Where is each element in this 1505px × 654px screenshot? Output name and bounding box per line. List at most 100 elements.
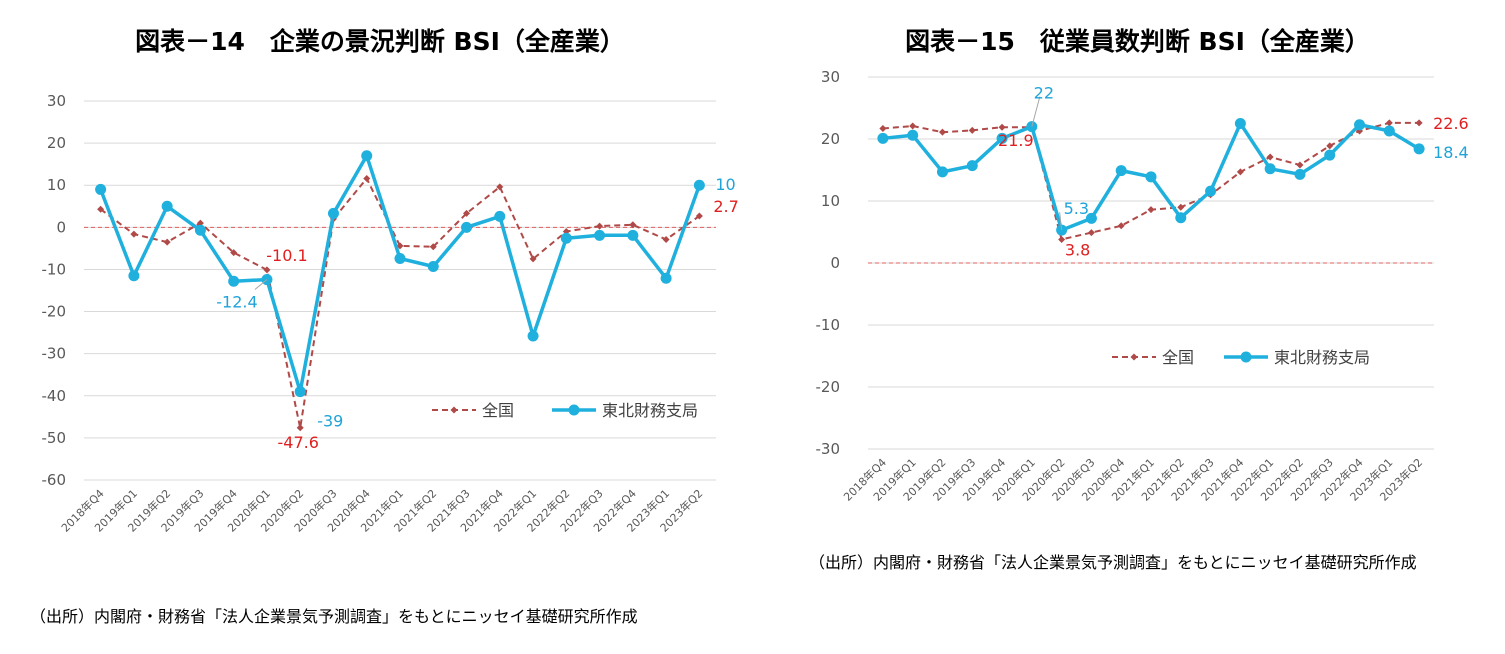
label-leader: [254, 279, 268, 290]
data-label: -39: [317, 412, 343, 431]
y-tick-label: -40: [42, 387, 67, 405]
data-point: [1413, 143, 1425, 155]
legend-label: 全国: [1162, 348, 1194, 367]
data-point: [627, 229, 639, 241]
data-point: [596, 222, 604, 230]
data-point: [194, 224, 206, 236]
y-tick-label: 30: [821, 68, 840, 86]
y-tick-label: -30: [42, 345, 67, 363]
data-point: [968, 126, 976, 134]
data-label: -12.4: [216, 293, 257, 312]
data-point: [1326, 142, 1334, 150]
data-point: [463, 209, 471, 217]
chart-title: 図表－14 企業の景況判断 BSI（全産業）: [135, 27, 625, 56]
data-point: [998, 123, 1006, 131]
data-point: [1415, 119, 1423, 127]
data-point: [95, 183, 107, 195]
chart-title: 図表－15 従業員数判断 BSI（全産業）: [905, 27, 1370, 56]
data-point: [695, 212, 703, 220]
data-point: [1236, 168, 1244, 176]
label-leader: [1059, 212, 1063, 231]
data-point: [161, 200, 173, 212]
data-point: [1205, 185, 1217, 197]
data-point: [427, 260, 439, 272]
data-point: [429, 243, 437, 251]
data-point: [327, 207, 339, 219]
legend-label: 東北財務支局: [602, 401, 698, 420]
data-label: 22.6: [1433, 114, 1469, 133]
data-point: [1145, 171, 1157, 183]
data-point: [363, 174, 371, 182]
data-point: [496, 183, 504, 191]
data-point: [936, 166, 948, 178]
source-note: （出所）内閣府・財務省「法人企業景気予測調査」をもとにニッセイ基礎研究所作成: [30, 607, 638, 626]
data-point: [296, 424, 304, 432]
data-point: [594, 229, 606, 241]
y-tick-label: 10: [47, 176, 66, 194]
legend-marker: [568, 404, 580, 416]
y-tick-label: 0: [830, 254, 840, 272]
data-point: [1085, 212, 1097, 224]
data-point: [394, 252, 406, 264]
y-tick-label: 0: [56, 218, 66, 236]
data-point: [494, 210, 506, 222]
data-point: [660, 272, 672, 284]
data-point: [966, 160, 978, 172]
data-point: [1294, 168, 1306, 180]
data-point: [1087, 229, 1095, 237]
data-point: [196, 219, 204, 227]
data-point: [629, 221, 637, 229]
data-point: [1354, 119, 1366, 131]
series-line-tohoku: [98, 153, 702, 394]
data-point: [996, 132, 1008, 144]
data-point: [1296, 161, 1304, 169]
chart-14: 3020100-10-20-30-40-50-602018年Q42019年Q12…: [42, 92, 739, 535]
data-point: [877, 132, 889, 144]
data-point: [230, 249, 238, 257]
data-point: [1234, 118, 1246, 129]
y-tick-label: -50: [42, 429, 67, 447]
y-tick-label: 10: [821, 192, 840, 210]
data-point: [128, 270, 140, 282]
label-leader: [1031, 96, 1041, 127]
data-point: [361, 150, 373, 162]
legend-marker: [1240, 351, 1252, 363]
legend-label: 全国: [482, 401, 514, 420]
data-point: [909, 122, 917, 130]
y-tick-label: -30: [816, 440, 841, 458]
data-point: [1058, 235, 1066, 243]
data-point: [1266, 153, 1274, 161]
chart-panel-15: 図表－15 従業員数判断 BSI（全産業） 30 20 10 0 -10 -20 -30 20…: [770, 0, 1505, 654]
data-point: [1177, 203, 1185, 211]
data-label: 18.4: [1433, 143, 1469, 162]
data-label: 22: [1034, 84, 1054, 103]
data-point: [461, 221, 473, 233]
data-point: [97, 205, 105, 213]
y-tick-label: 30: [47, 92, 66, 110]
data-point: [879, 124, 887, 132]
data-point: [662, 236, 670, 244]
data-point: [1026, 121, 1038, 133]
data-point: [938, 128, 946, 136]
data-point: [1385, 119, 1393, 127]
data-point: [1147, 206, 1155, 214]
data-point: [1115, 165, 1127, 177]
y-tick-label: -60: [42, 471, 67, 489]
data-point: [527, 330, 539, 342]
data-point: [263, 266, 271, 274]
data-point: [529, 255, 537, 263]
data-label: 5.3: [1064, 199, 1089, 218]
data-label: 2.7: [713, 197, 738, 216]
chart-15: 3020100-10-20-302018年Q42019年Q12019年Q2201…: [816, 68, 1469, 504]
data-point: [907, 129, 919, 141]
data-point: [1264, 163, 1276, 175]
data-point: [163, 238, 171, 246]
legend-marker: [450, 406, 458, 414]
series-line-national: [100, 177, 700, 429]
data-point: [294, 386, 306, 398]
data-label: -10.1: [266, 246, 307, 265]
data-label: 10: [715, 175, 735, 194]
data-point: [1175, 212, 1187, 224]
y-tick-label: -20: [42, 303, 67, 321]
data-label: -47.6: [278, 433, 319, 452]
